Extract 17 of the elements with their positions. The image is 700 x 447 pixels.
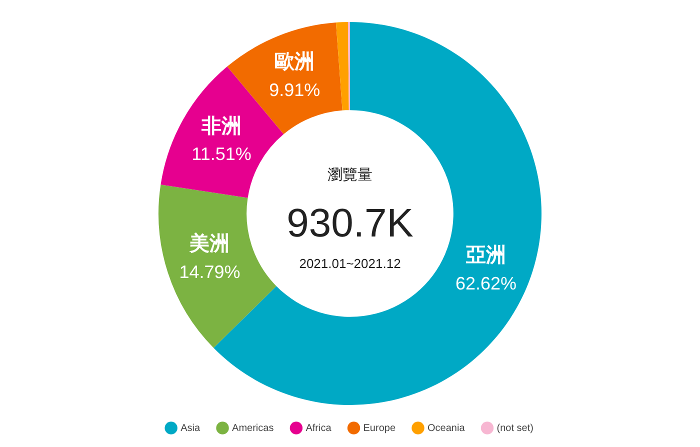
text: 美洲 (190, 231, 230, 256)
legend-label: Africa (306, 422, 332, 434)
legend-label: Asia (180, 422, 200, 434)
legend-label: Oceania (428, 422, 466, 434)
legend-label: Europe (363, 422, 396, 434)
text: 2021.01~2021.12 (299, 256, 401, 272)
text: 歐洲 (274, 49, 315, 74)
legend-label: (not set) (496, 422, 534, 434)
text: 亞洲 (466, 242, 506, 267)
data-label: 11.51% (192, 144, 252, 164)
data-label: 14.79% (179, 262, 240, 282)
text: 930.7K (286, 202, 414, 246)
text: 瀏覽量 (328, 165, 372, 184)
data-label: 9.91% (269, 80, 320, 100)
text: 非洲 (202, 113, 242, 138)
legend-label: Americas (232, 422, 274, 434)
data-label: 62.62% (455, 273, 517, 294)
